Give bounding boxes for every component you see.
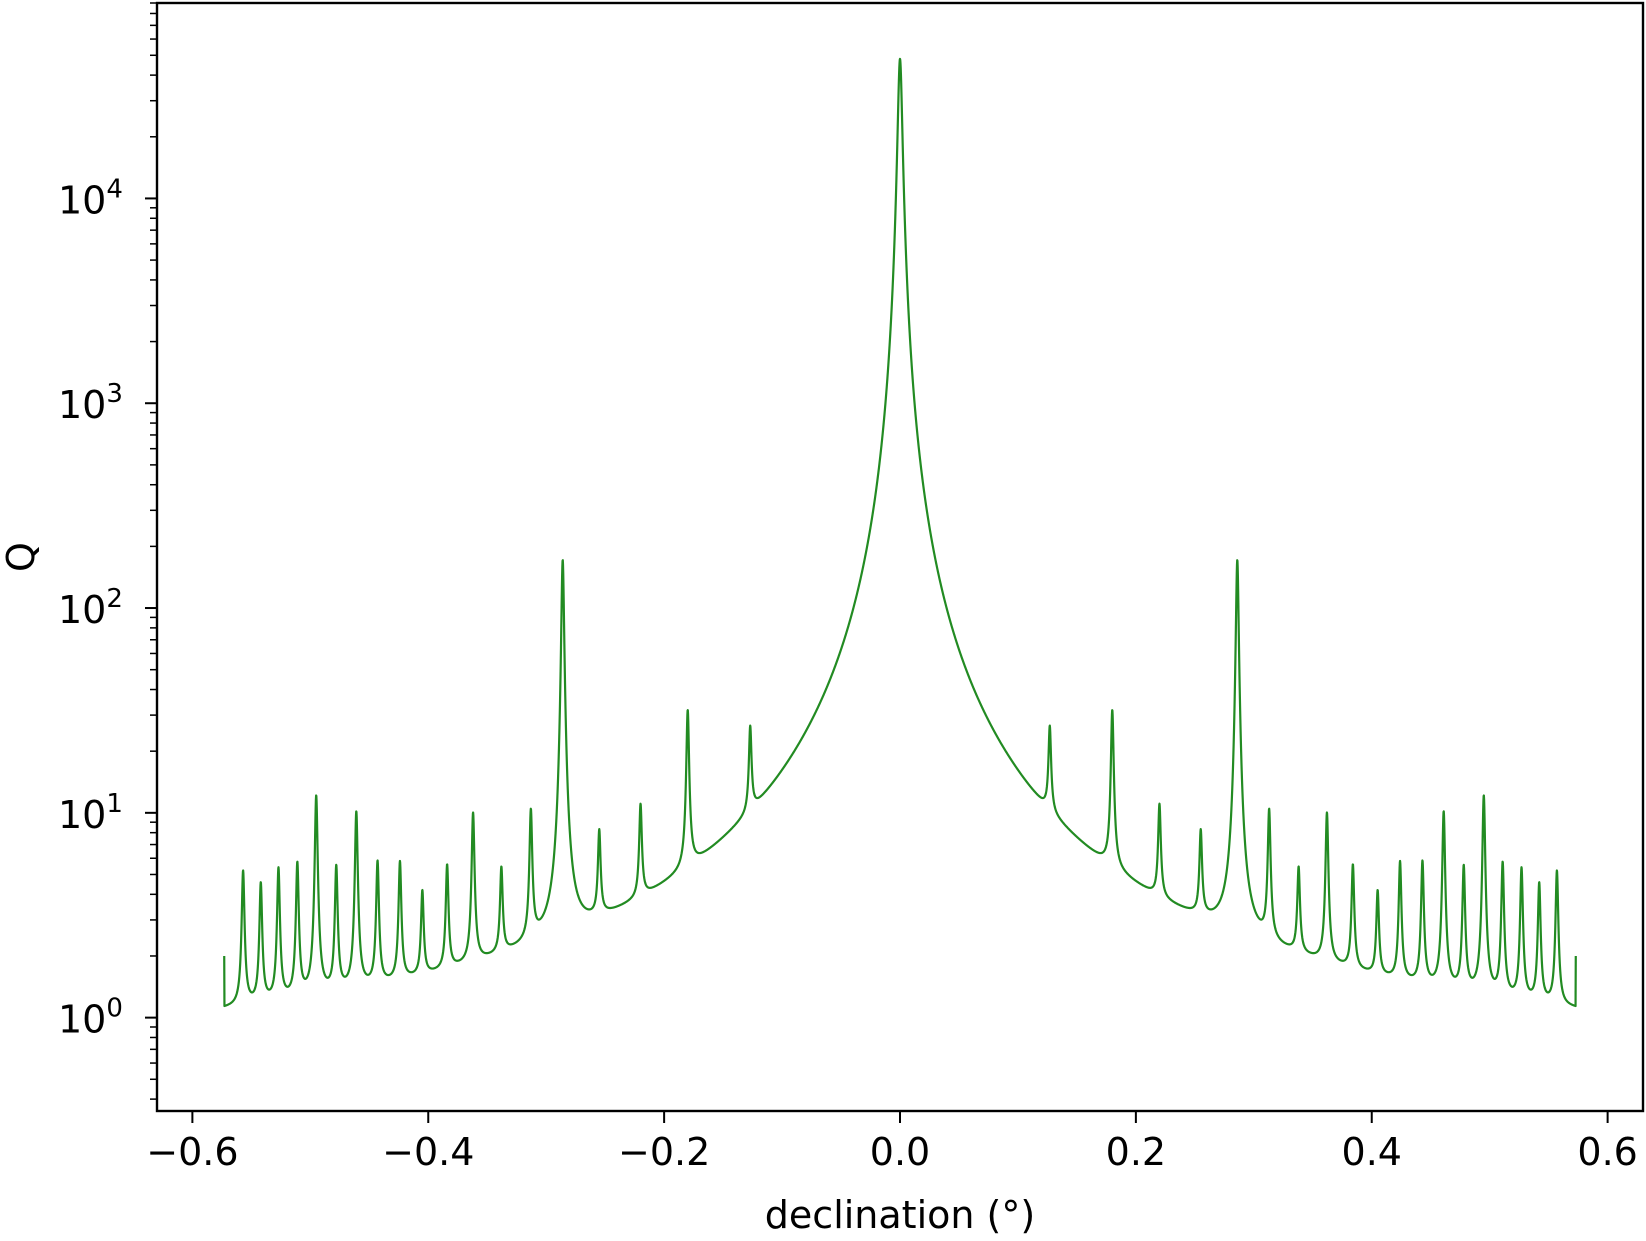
y-tick-label: 103 — [58, 379, 123, 427]
y-tick-label-base: 10 — [58, 178, 106, 222]
x-tick-label: −0.6 — [146, 1130, 238, 1174]
y-tick-label: 101 — [58, 789, 123, 837]
y-tick-label: 102 — [58, 584, 123, 632]
y-tick-label-base: 10 — [58, 793, 106, 837]
y-tick-label-exponent: 2 — [106, 584, 123, 614]
y-tick-label-base: 10 — [58, 588, 106, 632]
x-tick-label: −0.4 — [382, 1130, 474, 1174]
series-line — [223, 57, 1577, 1008]
x-tick-label: −0.2 — [618, 1130, 710, 1174]
series-layer — [223, 57, 1577, 1008]
x-tick-label: 0.4 — [1342, 1130, 1402, 1174]
y-tick-label-base: 10 — [58, 998, 106, 1042]
x-tick-label: 0.6 — [1577, 1130, 1637, 1174]
x-tick-label: 0.0 — [870, 1130, 930, 1174]
x-axis-ticks: −0.6 −0.4 −0.2 0.0 0.2 0.4 0.6 — [146, 1111, 1638, 1174]
y-axis-label: Q — [0, 542, 43, 572]
y-tick-label-exponent: 3 — [106, 379, 123, 409]
y-tick-label: 104 — [58, 174, 123, 222]
x-tick-label: 0.2 — [1106, 1130, 1166, 1174]
y-tick-label-base: 10 — [58, 383, 106, 427]
x-axis-label: declination (°) — [765, 1193, 1035, 1236]
y-tick-label: 100 — [58, 994, 123, 1042]
y-tick-label-exponent: 0 — [106, 994, 123, 1024]
y-tick-label-exponent: 1 — [106, 789, 123, 819]
y-tick-label-exponent: 4 — [106, 174, 123, 204]
